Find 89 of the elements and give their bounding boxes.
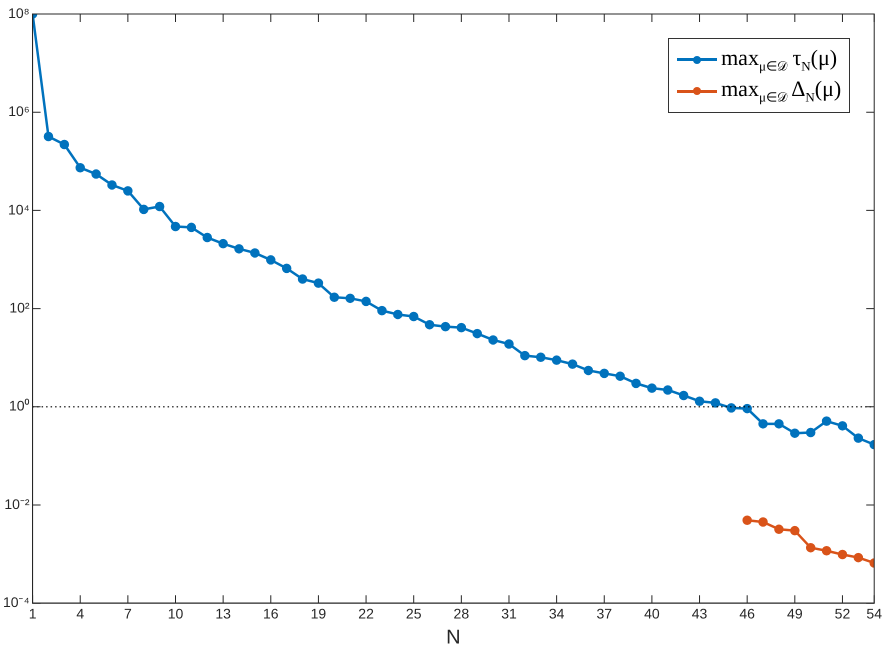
point [504, 339, 514, 349]
point [520, 350, 530, 360]
point [218, 238, 228, 248]
point [854, 552, 864, 562]
point [552, 355, 562, 365]
point [107, 180, 117, 190]
point [345, 294, 355, 304]
x-tick-label: 19 [310, 605, 326, 622]
y-tick-label: 10⁴ [8, 201, 30, 218]
point [266, 255, 276, 265]
x-tick-label: 49 [787, 605, 803, 622]
point [726, 403, 736, 413]
point [377, 306, 387, 316]
point [806, 428, 816, 438]
point [282, 264, 292, 274]
x-tick-label: 10 [168, 605, 184, 622]
x-tick-label: 31 [501, 605, 517, 622]
x-tick-label: 25 [406, 605, 422, 622]
point [202, 232, 212, 242]
point [536, 352, 546, 362]
x-axis-title: N [446, 626, 461, 649]
x-tick-label: 28 [454, 605, 470, 622]
point [298, 274, 308, 284]
point [170, 222, 180, 232]
legend-label: max$_{μ∈𝒟}$ Δ$_{N}$(μ) [721, 76, 842, 106]
point [615, 371, 625, 381]
point [154, 202, 164, 212]
legend-label: max$_{μ∈𝒟}$ τ$_{N}$(μ) [721, 45, 838, 74]
point [440, 322, 450, 332]
point [408, 312, 418, 322]
point [647, 383, 657, 393]
x-tick-label: 22 [358, 605, 374, 622]
point [361, 296, 371, 306]
point [790, 526, 800, 536]
x-tick-label: 7 [124, 605, 132, 622]
y-tick-label: 10⁶ [8, 103, 30, 120]
y-tick-label: 10⁻² [4, 496, 30, 512]
point [806, 542, 816, 552]
point [568, 359, 578, 369]
point [44, 132, 54, 142]
x-tick-label: 13 [215, 605, 232, 622]
point [393, 310, 403, 320]
y-tick-label: 10⁸ [8, 4, 30, 21]
point [663, 385, 673, 395]
point [250, 248, 260, 258]
point [774, 419, 784, 429]
point [678, 390, 688, 400]
point [600, 368, 610, 378]
point [234, 244, 244, 254]
point [91, 169, 101, 179]
point [822, 546, 832, 556]
x-tick-label: 34 [548, 605, 565, 622]
point [758, 517, 768, 527]
point [123, 186, 133, 196]
point [742, 515, 752, 525]
point [75, 162, 85, 172]
y-tick-label: 10⁻⁴ [2, 594, 30, 610]
x-tick-label: 1 [28, 605, 37, 622]
point [584, 366, 594, 376]
point [838, 421, 848, 431]
point [60, 140, 70, 150]
point [488, 335, 498, 345]
point [742, 404, 752, 414]
x-tick-label: 16 [262, 605, 279, 622]
point [424, 320, 434, 330]
point [330, 292, 340, 302]
x-tick-label: 54 [866, 605, 882, 622]
point [854, 433, 864, 443]
y-tick-label: 10² [9, 299, 30, 316]
point [138, 204, 148, 214]
y-tick-label: 10⁰ [9, 398, 30, 414]
point [186, 222, 196, 232]
point [314, 278, 324, 288]
point [631, 378, 641, 388]
x-tick-label: 43 [692, 605, 708, 622]
point [838, 550, 848, 560]
x-tick-label: 40 [644, 605, 660, 622]
point [710, 398, 720, 408]
point [456, 322, 466, 332]
x-tick-label: 4 [76, 605, 84, 622]
point [790, 428, 800, 438]
x-tick-label: 52 [834, 605, 850, 622]
x-tick-label: 37 [596, 605, 612, 622]
point [822, 416, 832, 426]
x-tick-label: 46 [739, 605, 756, 622]
point [758, 419, 768, 429]
point [694, 396, 704, 406]
point [472, 328, 482, 338]
point [774, 524, 784, 534]
